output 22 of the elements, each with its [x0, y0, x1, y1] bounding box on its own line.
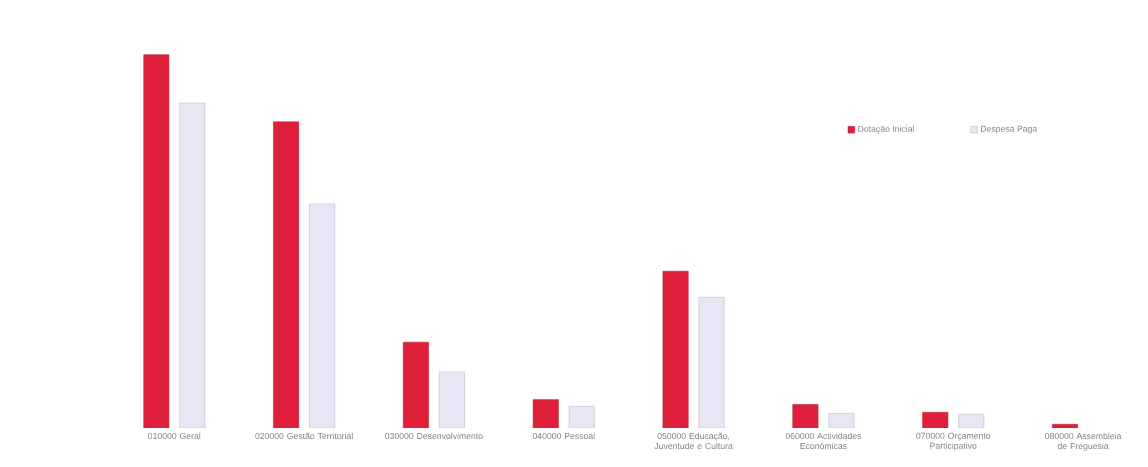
legend-label: Despesa Paga [981, 125, 1038, 134]
bar [438, 371, 465, 429]
bar [922, 412, 949, 429]
x-tick-label: 010000 Geral [148, 432, 201, 440]
x-tick-label: 070000 Orçamento Participativo [916, 432, 991, 451]
x-tick-label: 020000 Gestão Territorial [255, 432, 353, 440]
bar [402, 342, 429, 429]
bar [662, 271, 689, 429]
x-tick-label: 040000 Pessoal [532, 432, 595, 440]
bar [273, 121, 300, 429]
legend-label: Dotação Inicial [858, 125, 914, 134]
x-tick-label: 050000 Educação, Juventude e Cultura [654, 432, 733, 450]
x-tick-label: 080000 Assembleia de Freguesia [1045, 432, 1122, 451]
bar [143, 54, 170, 429]
bar [792, 404, 819, 429]
x-tick-label: 030000 Desenvolvimento [385, 432, 483, 440]
x-tick-label: 060000 Actividades Económicas [785, 432, 862, 450]
bar [532, 399, 559, 429]
bar [309, 203, 336, 429]
bar [698, 297, 725, 429]
bar [1052, 424, 1079, 429]
bar [179, 103, 206, 429]
